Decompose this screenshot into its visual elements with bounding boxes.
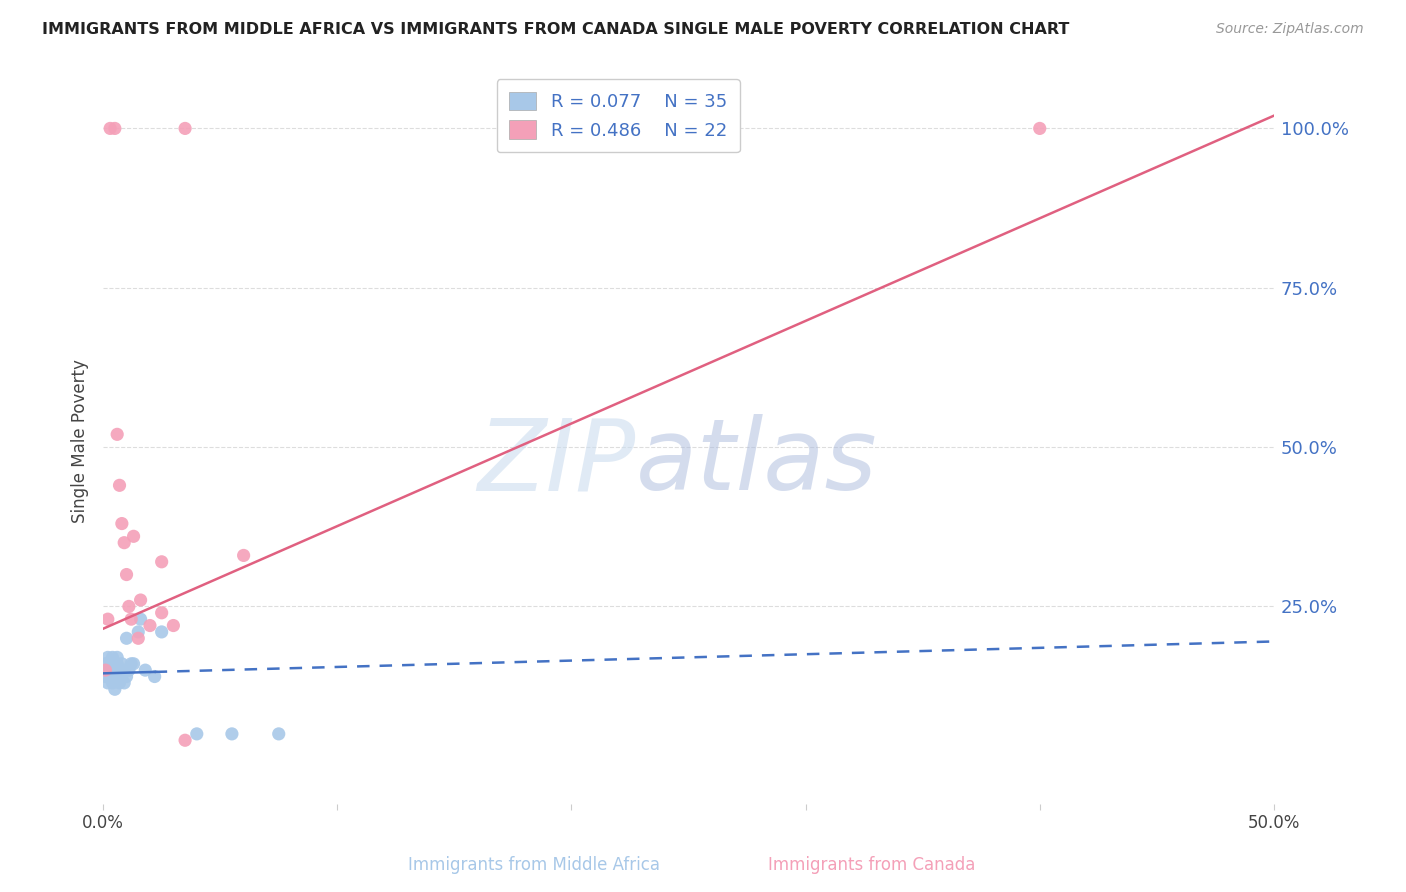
Point [108, 676, 131, 690]
Point [122, 529, 145, 543]
Point [104, 669, 127, 683]
Point [97, 676, 120, 690]
Point [105, 650, 128, 665]
Point [127, 624, 149, 639]
Point [101, 663, 124, 677]
Point [111, 669, 134, 683]
Point [104, 121, 127, 136]
Point [139, 618, 162, 632]
Point [98, 669, 121, 683]
Point [129, 612, 152, 626]
Point [143, 669, 166, 683]
Point [150, 624, 173, 639]
Point [112, 676, 135, 690]
Point [94, 669, 117, 683]
Point [108, 478, 131, 492]
Point [150, 606, 173, 620]
Point [108, 663, 131, 677]
Point [221, 727, 243, 741]
Point [115, 632, 138, 646]
Text: atlas: atlas [636, 414, 877, 511]
Point [111, 657, 134, 671]
Point [94, 657, 117, 671]
Point [105, 669, 128, 683]
Text: IMMIGRANTS FROM MIDDLE AFRICA VS IMMIGRANTS FROM CANADA SINGLE MALE POVERTY CORR: IMMIGRANTS FROM MIDDLE AFRICA VS IMMIGRA… [42, 22, 1070, 37]
Point [232, 549, 254, 563]
Point [122, 657, 145, 671]
Point [101, 676, 124, 690]
Point [112, 663, 135, 677]
Point [105, 427, 128, 442]
Point [267, 727, 290, 741]
Text: ZIP: ZIP [478, 414, 636, 511]
Point [120, 657, 142, 671]
Point [129, 593, 152, 607]
Point [186, 727, 208, 741]
Point [98, 663, 121, 677]
Point [101, 650, 124, 665]
Point [97, 650, 120, 665]
Y-axis label: Single Male Poverty: Single Male Poverty [72, 359, 89, 523]
Point [127, 632, 149, 646]
Point [104, 657, 127, 671]
Point [174, 121, 197, 136]
Point [111, 516, 134, 531]
Point [115, 669, 138, 683]
Point [120, 612, 142, 626]
Point [150, 555, 173, 569]
Point [174, 733, 197, 747]
Point [98, 121, 121, 136]
Text: Immigrants from Canada: Immigrants from Canada [768, 856, 976, 874]
Point [118, 663, 141, 677]
Point [118, 599, 141, 614]
Legend: R = 0.077    N = 35, R = 0.486    N = 22: R = 0.077 N = 35, R = 0.486 N = 22 [496, 79, 740, 153]
Point [134, 663, 156, 677]
Point [115, 567, 138, 582]
Text: Source: ZipAtlas.com: Source: ZipAtlas.com [1216, 22, 1364, 37]
Point [162, 618, 184, 632]
Point [1028, 121, 1050, 136]
Point [98, 657, 121, 671]
Point [94, 663, 117, 677]
Text: Immigrants from Middle Africa: Immigrants from Middle Africa [408, 856, 661, 874]
Point [112, 535, 135, 549]
Point [97, 612, 120, 626]
Point [105, 657, 128, 671]
Point [104, 682, 127, 697]
